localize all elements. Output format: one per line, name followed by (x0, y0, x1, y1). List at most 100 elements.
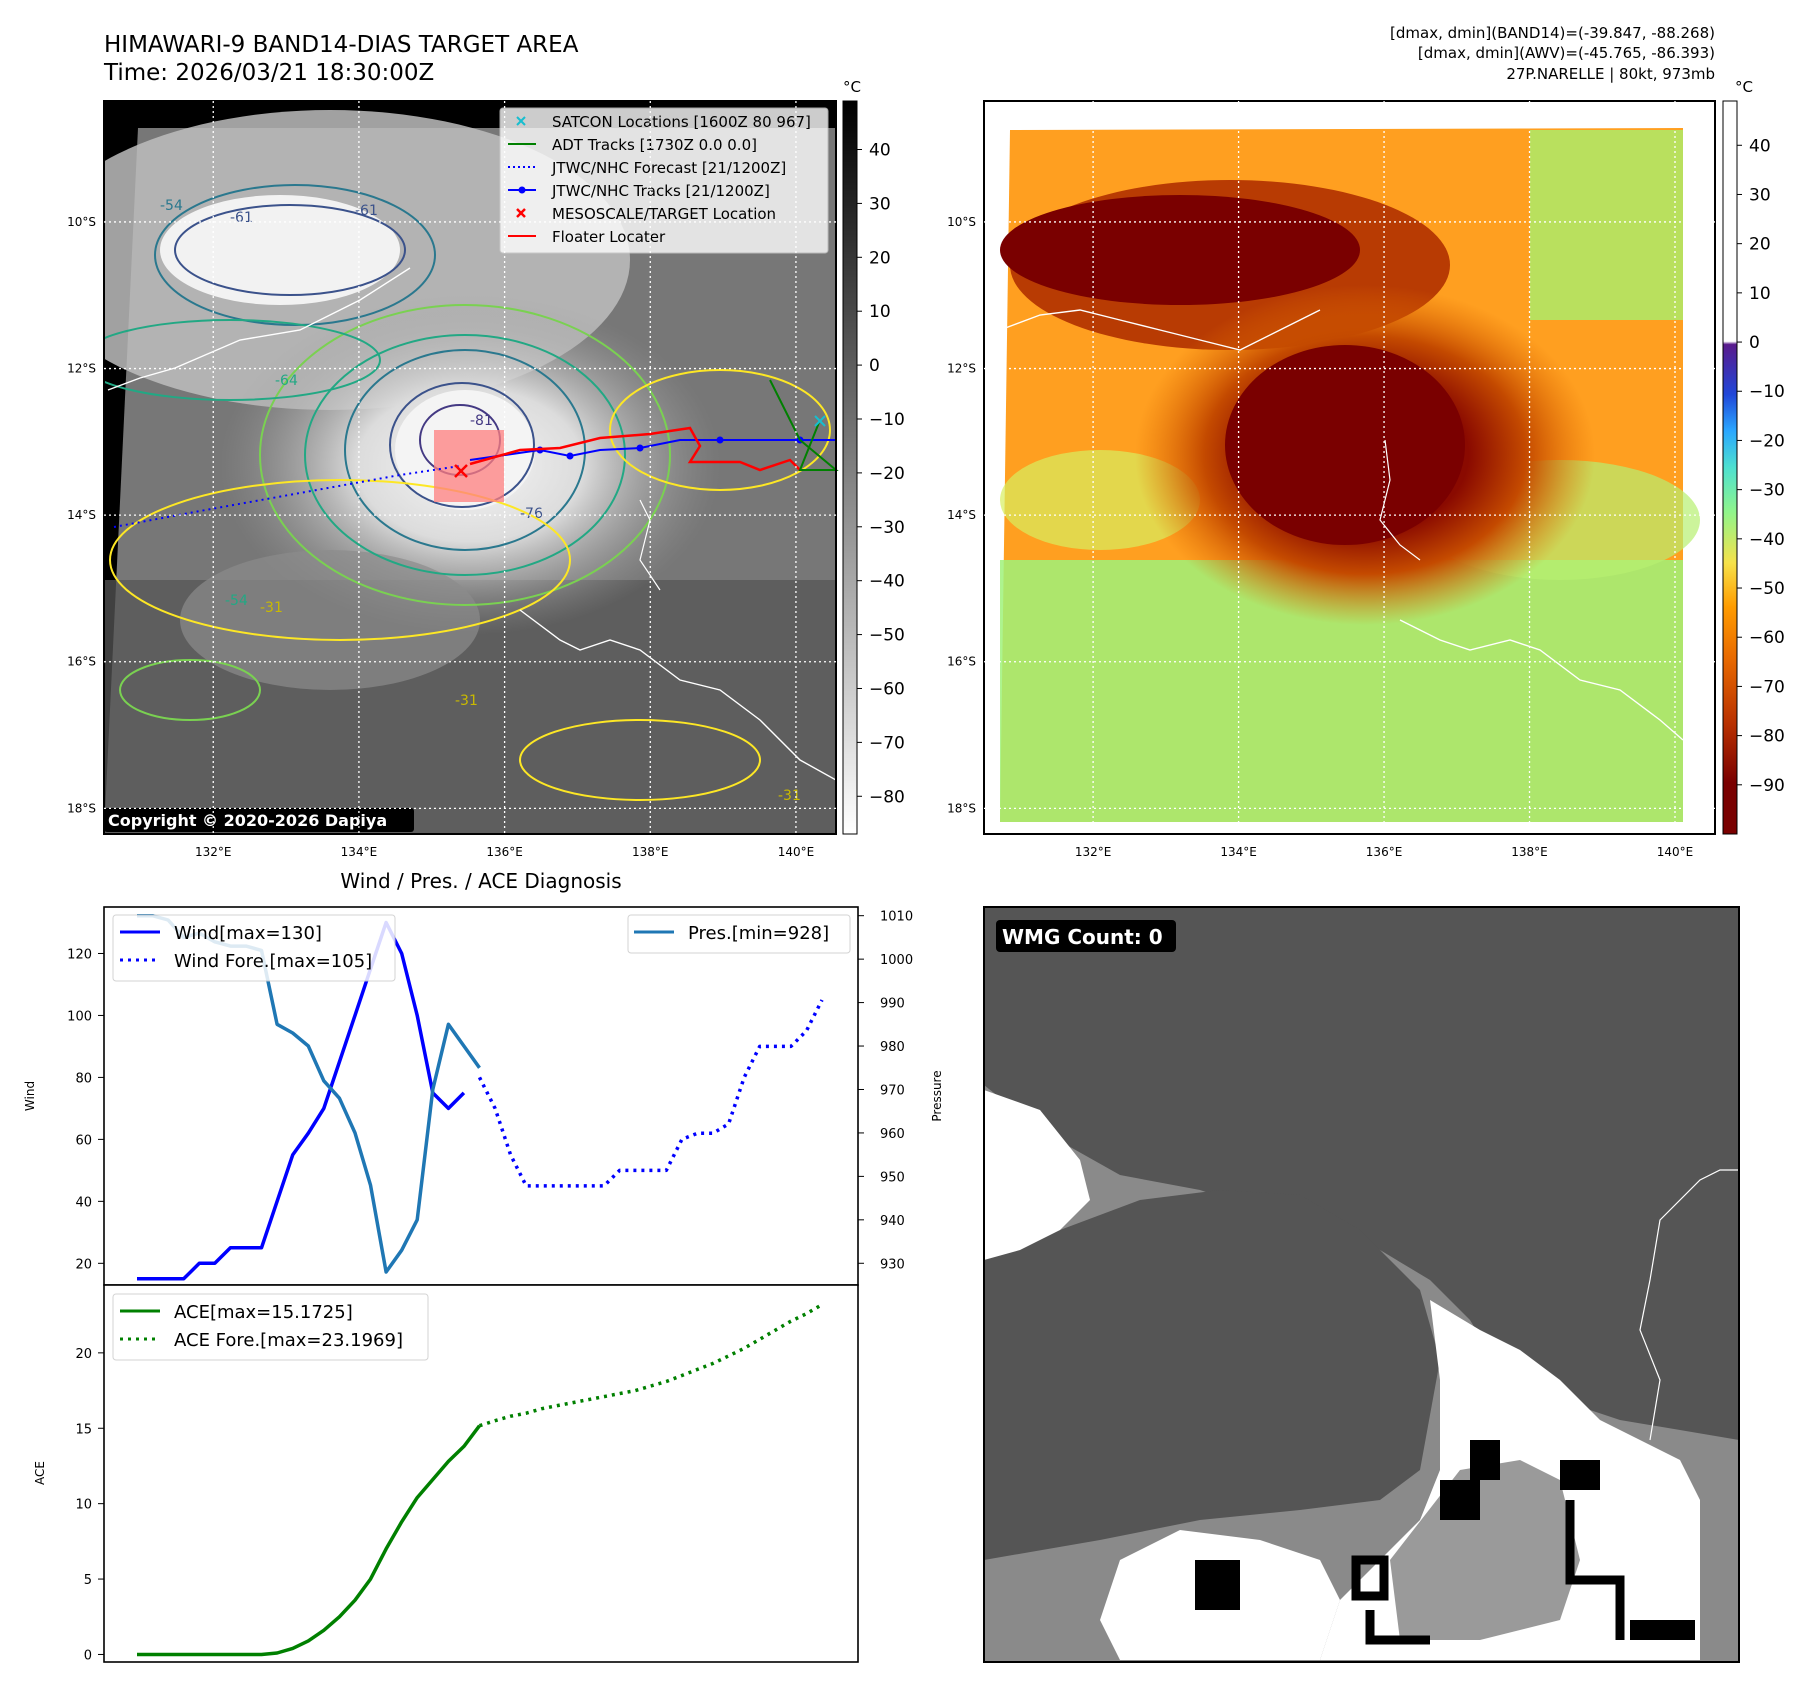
ace-plot: 0 5 10 15 20 (75, 1303, 823, 1663)
copyright-badge (104, 808, 414, 832)
colorbar-tick-label: −70 (1749, 677, 1785, 697)
map-lat-tick-label: 18°S (947, 801, 976, 815)
colorbar-tick-label: 0 (869, 356, 880, 376)
colorbar-tick-label: 30 (1749, 185, 1771, 205)
y2-tick-label: 1010 (880, 910, 913, 925)
colorbar-tick-label: −10 (869, 410, 905, 430)
coastline-south (519, 609, 836, 781)
header-right-line-1: [dmax, dmin](BAND14)=(-39.847, -88.268) (1390, 24, 1715, 42)
map-right-axis-labels: 132°E 134°E 136°E 138°E 140°E 10°S 12°S 14°S 16°… (947, 101, 1715, 859)
map-legend: SATCON Locations [1600Z 80 967] ADT Trac… (499, 107, 829, 254)
wmg-count-badge (996, 920, 1176, 952)
map-lon-tick-label: 136°E (1366, 845, 1403, 859)
colorbar-tick-label: 10 (869, 302, 891, 322)
colorbar-tick-label: 10 (1749, 284, 1771, 304)
map-lon-tick-label: 136°E (486, 845, 523, 859)
legend-entry-jtwc-forecast: JTWC/NHC Forecast [21/1200Z] (508, 159, 786, 177)
colorbar-right-bar (1722, 100, 1738, 835)
colorbar-tick-label: 40 (869, 141, 891, 161)
map-lon-tick-label: 138°E (1511, 845, 1548, 859)
contour-south-yellow (109, 479, 571, 641)
map-lat-tick-label: 10°S (947, 215, 976, 229)
contour-storm-core (389, 382, 535, 508)
colorbar-left-unit: °C (843, 78, 861, 96)
wmg-cell (1630, 1620, 1695, 1640)
satcon-location-marker (814, 415, 826, 427)
contour-southwest-green (119, 659, 261, 721)
wmg-cell-outline (1365, 1610, 1430, 1645)
wmg-cell (1560, 1460, 1600, 1490)
y2-tick-label: 960 (880, 1127, 905, 1142)
pressure-axis-label: Pressure (930, 1070, 944, 1121)
y-tick-label: 15 (75, 1422, 92, 1437)
legend-label: JTWC/NHC Forecast [21/1200Z] (551, 159, 786, 177)
contour-label: -31 (778, 788, 801, 804)
legend-entry-mesoscale: MESOSCALE/TARGET Location (516, 205, 776, 223)
y-tick-label: 20 (75, 1257, 92, 1272)
map-lon-tick-label: 140°E (778, 845, 815, 859)
series-line (478, 1303, 823, 1428)
track-point (716, 436, 724, 444)
pressure-legend-box (627, 914, 851, 954)
map-lat-tick-label: 18°S (67, 801, 96, 815)
wmg-cell (1470, 1440, 1500, 1480)
y2-tick-label: 980 (880, 1040, 905, 1055)
legend-label: MESOSCALE/TARGET Location (552, 205, 776, 223)
wmg-coastline (1639, 1169, 1739, 1441)
y2-tick-label: 950 (880, 1170, 905, 1185)
colorbar-tick-label: −40 (869, 572, 905, 592)
diagnosis-chart-title: Wind / Pres. / ACE Diagnosis (340, 869, 621, 893)
wmg-black-cells (1195, 1440, 1695, 1640)
map-lat-tick-label: 12°S (67, 362, 96, 376)
coastline-north-right (999, 309, 1321, 351)
map-lon-tick-label: 132°E (195, 845, 232, 859)
wmg-dark-zone-west (984, 1190, 1440, 1560)
wind-legend-box (112, 914, 396, 982)
y-tick-label: 100 (67, 1009, 92, 1024)
colorbar-tick-label: −20 (1749, 431, 1785, 451)
storm-awv-core (1225, 345, 1465, 545)
contour-label: -61 (355, 203, 378, 219)
colorbar-left-bar (842, 100, 858, 835)
diagnosis-chart: Wind / Pres. / ACE Diagnosis Wind Pressu… (23, 869, 944, 1663)
colorbar-tick-label: −50 (869, 626, 905, 646)
colorbar-tick-label: −10 (1749, 382, 1785, 402)
track-point (636, 444, 644, 452)
map-lon-tick-label: 134°E (1220, 845, 1257, 859)
y-tick-label: 5 (84, 1573, 92, 1588)
wind-legend: Wind[max=130] Wind Fore.[max=105] (112, 914, 396, 982)
colorbar-tick-label: 20 (1749, 235, 1771, 255)
colorbar-tick-label: −30 (869, 518, 905, 538)
colorbar-tick-label: −60 (1749, 628, 1785, 648)
wmg-cell (1195, 1560, 1240, 1610)
floater-locater-track (469, 426, 801, 472)
legend-entry-floater: Floater Locater (508, 228, 666, 246)
y-tick-label: 20 (75, 1347, 92, 1362)
contour-east-yellow (609, 369, 831, 491)
wmg-panel: WMG Count: 0 (983, 906, 1740, 1663)
mesoscale-target-marker (454, 464, 468, 478)
colorbar-tick-label: −60 (869, 679, 905, 699)
colorbar-tick-label: 20 (869, 248, 891, 268)
y2-tick-label: 930 (880, 1257, 905, 1272)
map-left-axis-labels: 132°E 134°E 136°E 138°E 140°E 10°S 12°S 14°S 16°… (67, 101, 836, 859)
contour-label: -61 (230, 210, 253, 226)
map-right-panel: 132°E 134°E 136°E 138°E 140°E 10°S 12°S 14°S 16°… (947, 100, 1716, 859)
y-tick-label: 80 (75, 1071, 92, 1086)
y-tick-label: 120 (67, 947, 92, 962)
map-lon-tick-label: 138°E (632, 845, 669, 859)
legend-label: SATCON Locations [1600Z 80 967] (552, 113, 811, 131)
colorbar-tick-label: −20 (869, 464, 905, 484)
y2-tick-label: 970 (880, 1083, 905, 1098)
y-tick-label: 0 (84, 1648, 92, 1663)
colorbar-tick-label: 40 (1749, 136, 1771, 156)
legend-label-pressure: Pres.[min=928] (688, 923, 829, 944)
dry-band-north (1000, 195, 1360, 305)
y2-tick-label: 940 (880, 1214, 905, 1229)
colorbar-tick-label: −80 (869, 787, 905, 807)
wmg-black-outlines (1351, 1500, 1625, 1645)
legend-box (499, 107, 829, 254)
map-lon-tick-label: 134°E (341, 845, 378, 859)
map-lon-tick-label: 132°E (1075, 845, 1112, 859)
jtwc-best-track (469, 439, 836, 461)
